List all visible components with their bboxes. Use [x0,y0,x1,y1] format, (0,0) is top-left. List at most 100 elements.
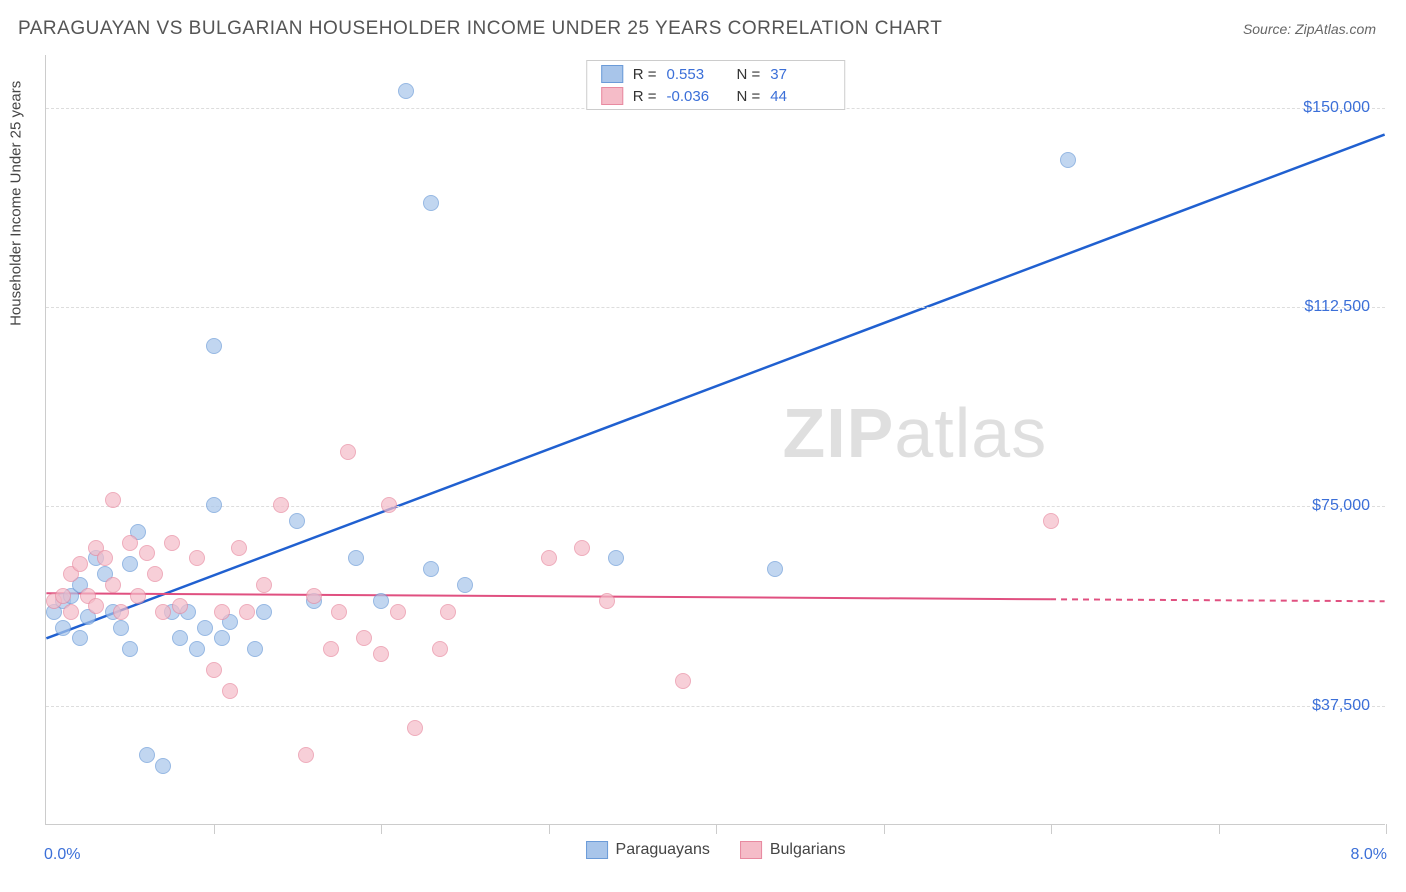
x-tick [1051,824,1052,834]
data-point [88,598,104,614]
data-point [306,588,322,604]
data-point [381,497,397,513]
watermark: ZIPatlas [782,393,1047,473]
data-point [390,604,406,620]
data-point [214,604,230,620]
legend-n-value: 44 [770,88,830,105]
data-point [55,620,71,636]
data-point [348,550,364,566]
data-point [541,550,557,566]
data-point [105,492,121,508]
y-tick-label: $150,000 [1303,99,1370,117]
legend-r-label: R = [633,66,657,83]
series-name: Bulgarians [770,841,846,859]
data-point [206,662,222,678]
x-tick [214,824,215,834]
x-axis-min-label: 0.0% [44,846,80,864]
data-point [122,535,138,551]
data-point [356,630,372,646]
y-axis-label: Householder Income Under 25 years [8,80,25,325]
data-point [197,620,213,636]
gridline [46,506,1385,507]
data-point [1060,152,1076,168]
legend-n-label: N = [737,88,761,105]
legend-n-label: N = [737,66,761,83]
data-point [97,550,113,566]
data-point [432,641,448,657]
data-point [155,604,171,620]
data-point [189,641,205,657]
legend-row: R = 0.553 N = 37 [587,63,845,85]
data-point [256,604,272,620]
data-point [373,593,389,609]
legend-row: R = -0.036 N = 44 [587,85,845,107]
data-point [331,604,347,620]
data-point [214,630,230,646]
series-legend-item: Paraguayans [586,841,710,859]
data-point [231,540,247,556]
data-point [72,630,88,646]
x-tick [549,824,550,834]
data-point [155,758,171,774]
data-point [122,556,138,572]
legend-r-value: 0.553 [667,66,727,83]
legend-n-value: 37 [770,66,830,83]
y-tick-label: $75,000 [1312,497,1370,515]
legend-swatch [601,65,623,83]
data-point [206,338,222,354]
data-point [164,535,180,551]
data-point [1043,513,1059,529]
chart-title: PARAGUAYAN VS BULGARIAN HOUSEHOLDER INCO… [18,18,942,40]
data-point [247,641,263,657]
data-point [206,497,222,513]
legend-swatch [601,87,623,105]
x-tick [884,824,885,834]
data-point [298,747,314,763]
series-legend: Paraguayans Bulgarians [586,841,846,859]
data-point [407,720,423,736]
data-point [105,577,121,593]
data-point [122,641,138,657]
data-point [423,561,439,577]
data-point [675,673,691,689]
x-tick [381,824,382,834]
x-axis-max-label: 8.0% [1351,846,1387,864]
legend-swatch [586,841,608,859]
data-point [63,604,79,620]
x-tick [1219,824,1220,834]
data-point [767,561,783,577]
y-tick-label: $112,500 [1304,298,1370,316]
data-point [55,588,71,604]
data-point [423,195,439,211]
data-point [189,550,205,566]
x-tick [716,824,717,834]
data-point [440,604,456,620]
correlation-legend: R = 0.553 N = 37 R = -0.036 N = 44 [586,60,846,110]
data-point [239,604,255,620]
series-legend-item: Bulgarians [740,841,846,859]
legend-swatch [740,841,762,859]
data-point [256,577,272,593]
legend-r-value: -0.036 [667,88,727,105]
data-point [72,556,88,572]
data-point [172,598,188,614]
data-point [113,620,129,636]
y-tick-label: $37,500 [1312,697,1370,715]
legend-r-label: R = [633,88,657,105]
data-point [373,646,389,662]
data-point [340,444,356,460]
gridline [46,307,1385,308]
chart-plot-area: Householder Income Under 25 years R =0.5… [45,55,1385,825]
data-point [222,683,238,699]
data-point [172,630,188,646]
data-point [457,577,473,593]
gridline [46,706,1385,707]
data-point [139,545,155,561]
data-point [273,497,289,513]
data-point [139,747,155,763]
data-point [608,550,624,566]
series-name: Paraguayans [616,841,710,859]
data-point [130,588,146,604]
source-attribution: Source: ZipAtlas.com [1243,21,1376,37]
data-point [147,566,163,582]
